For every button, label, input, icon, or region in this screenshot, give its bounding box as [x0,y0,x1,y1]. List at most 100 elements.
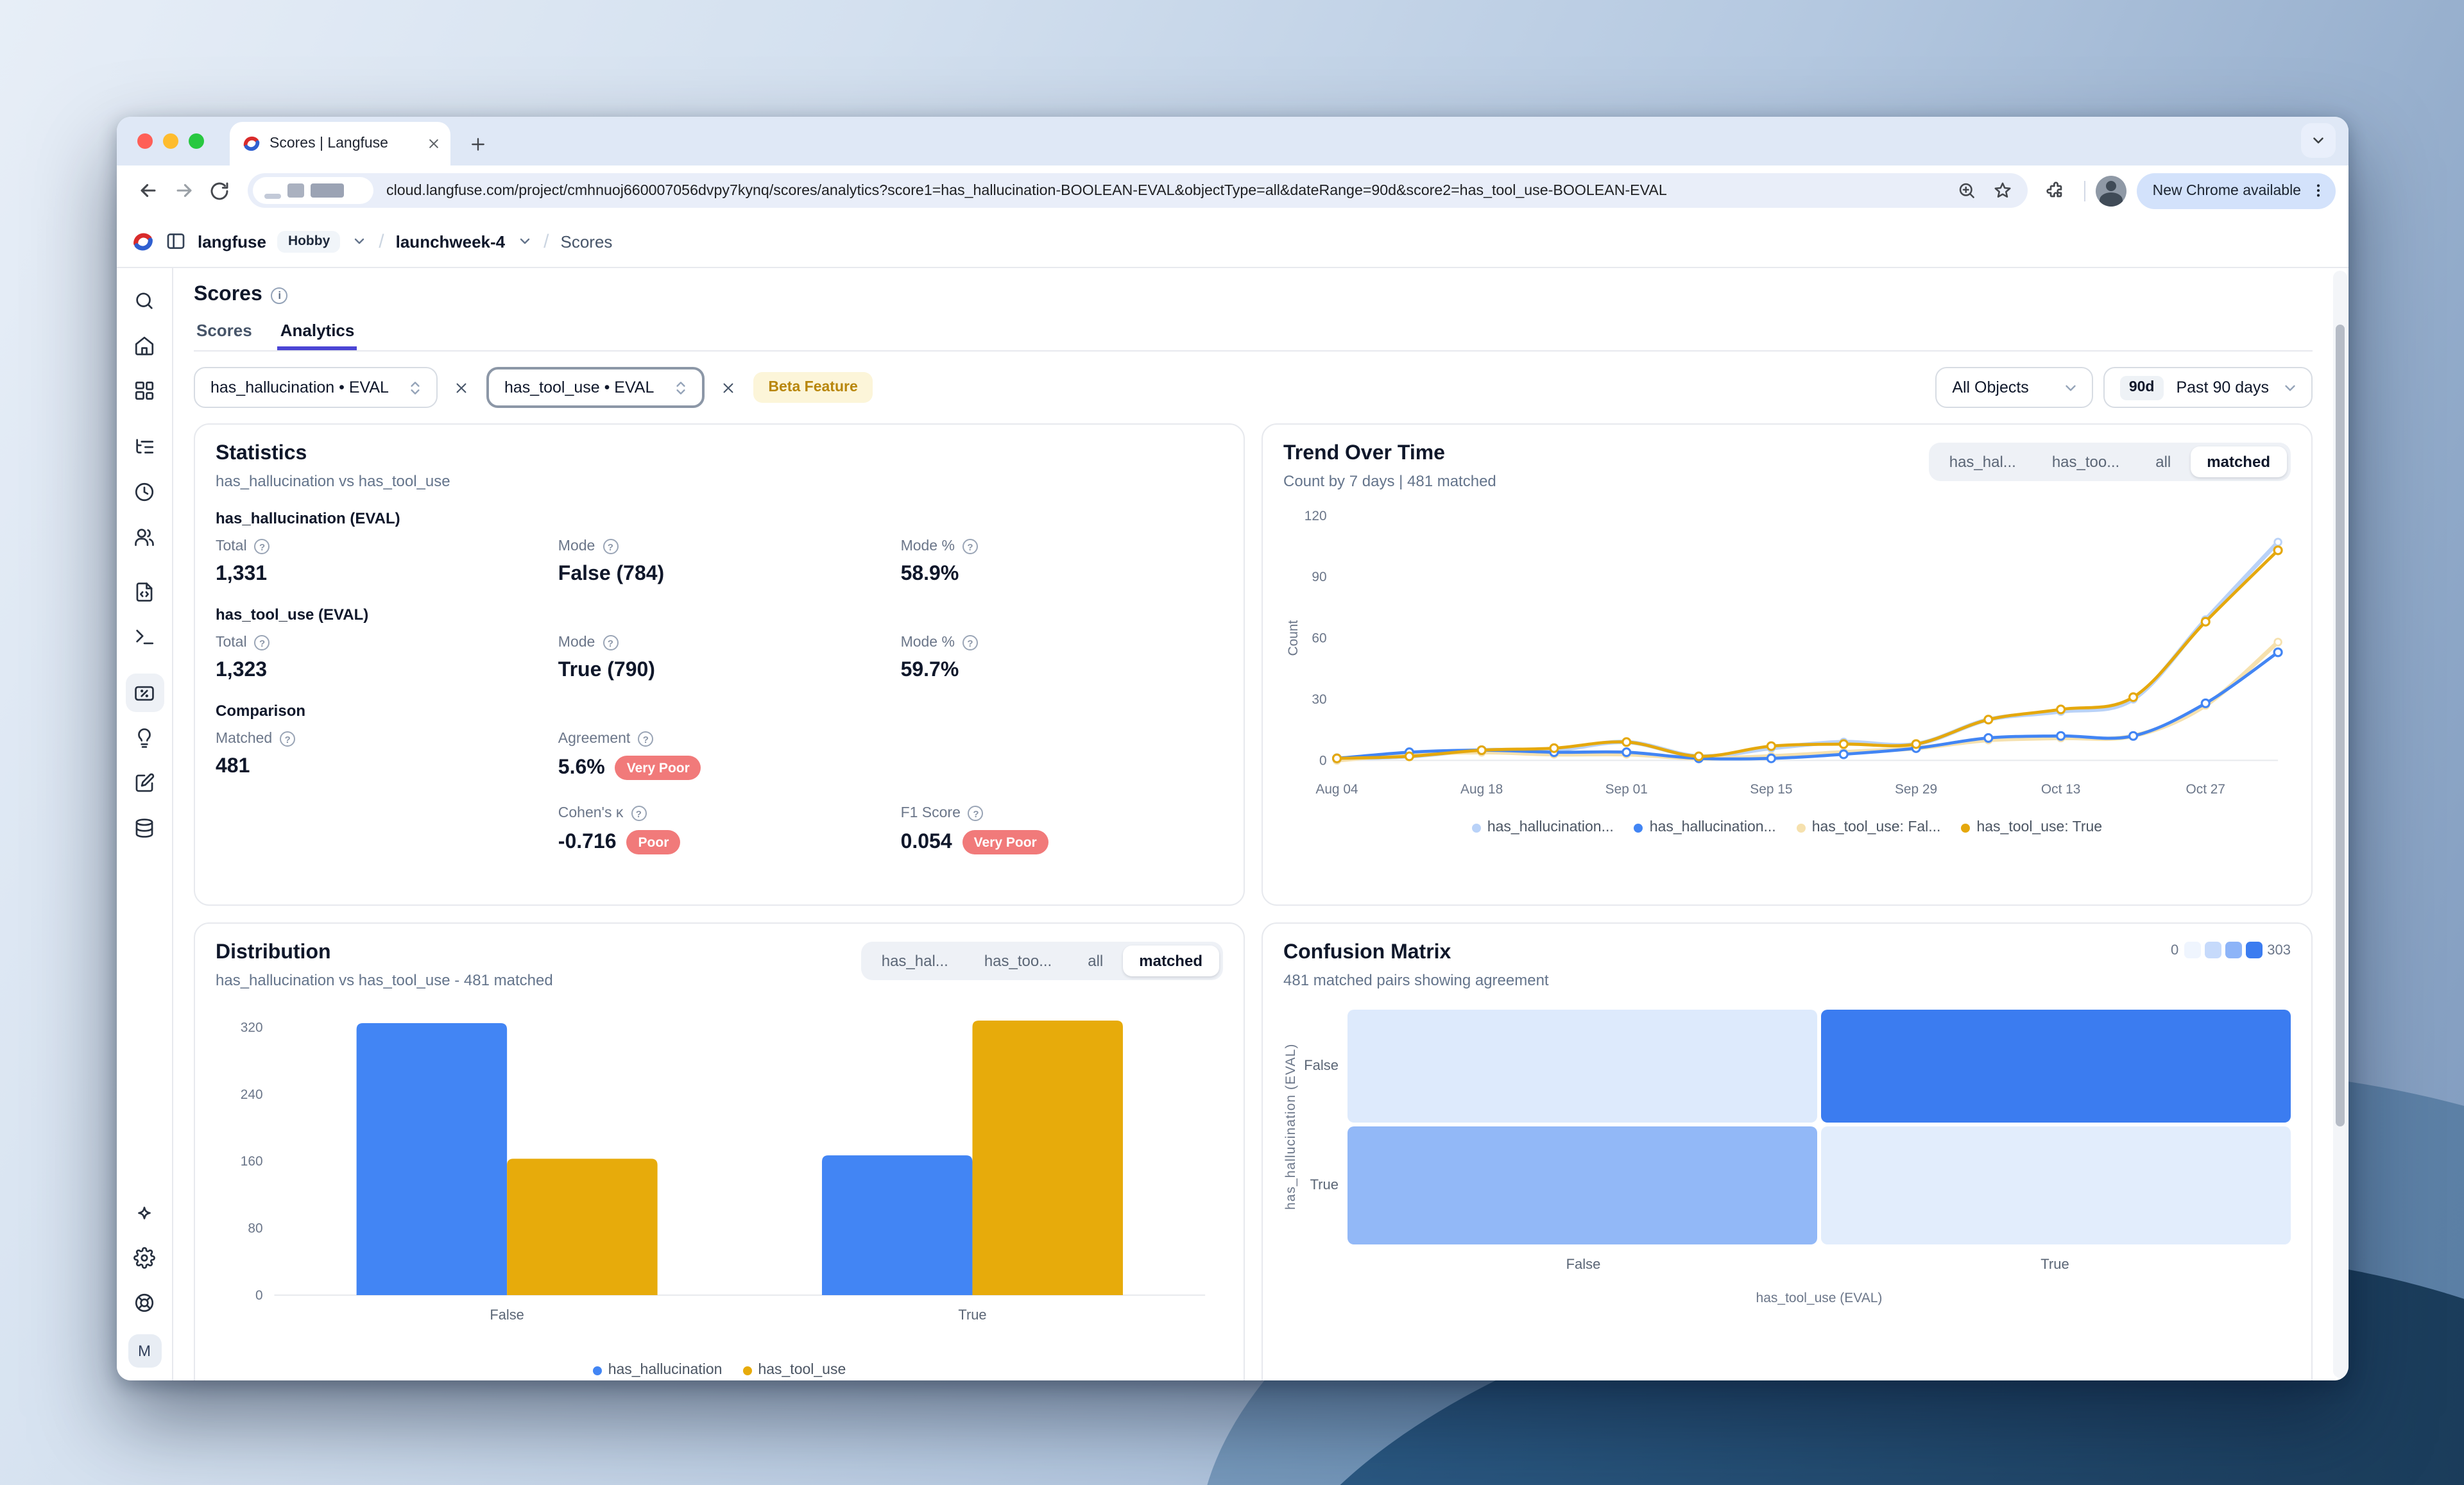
page-scrollbar[interactable] [2333,271,2347,1378]
distribution-legend: has_hallucination has_tool_use [216,1363,1223,1379]
remove-score1-icon[interactable] [448,373,476,402]
kebab-menu-icon[interactable] [2310,182,2327,199]
profile-avatar[interactable] [2096,175,2127,206]
info-icon[interactable]: i [271,287,288,303]
browser-tab[interactable]: Scores | Langfuse [230,122,450,165]
legend-item: has_tool_use: True [1961,820,2102,836]
view-tab-has-too-[interactable]: has_too... [968,946,1068,976]
view-tab-has-hal-[interactable]: has_hal... [1933,446,2033,477]
help-icon[interactable]: ? [254,539,270,554]
whats-new-sparkle-icon[interactable] [125,1194,164,1232]
user-avatar[interactable]: M [128,1334,161,1368]
playground-terminal-icon[interactable] [125,618,164,656]
svg-text:Sep 15: Sep 15 [1750,782,1792,797]
tab-analytics[interactable]: Analytics [278,321,357,350]
url-bar[interactable]: cloud.langfuse.com/project/cmhnuoj660007… [248,173,2028,208]
search-icon[interactable] [125,282,164,320]
chrome-update-pill[interactable]: New Chrome available [2137,173,2336,208]
scale-swatch [2245,942,2263,958]
support-lifebuoy-icon[interactable] [125,1284,164,1322]
sidebar-toggle-icon[interactable] [166,231,186,251]
help-icon[interactable]: ? [968,806,984,821]
back-button[interactable] [130,173,166,208]
stat-section-heading: Comparison [216,702,306,720]
help-icon[interactable]: ? [603,539,619,554]
confusion-cell-true-false[interactable] [1348,1126,1817,1244]
confusion-cell-true-true[interactable] [1821,1126,2291,1244]
view-tab-has-hal-[interactable]: has_hal... [865,946,965,976]
tab-close-icon[interactable] [427,137,440,150]
confusion-matrix-grid[interactable] [1348,1010,2291,1244]
prompts-file-icon[interactable] [125,573,164,611]
score1-select[interactable]: has_hallucination • EVAL [194,367,438,408]
filter-row: has_hallucination • EVAL has_tool_use • … [194,367,2313,408]
object-type-select[interactable]: All Objects [1935,367,2093,408]
project-name[interactable]: launchweek-4 [395,232,506,251]
trend-line-chart[interactable]: 0 30 60 90 120 Count Aug 04 Aug 18 Sep 01 Sep 15 S… [1283,500,2291,810]
help-icon[interactable]: ? [254,635,270,650]
breadcrumb-separator: / [543,230,549,252]
evals-lightbulb-icon[interactable] [125,718,164,757]
view-tab-has-too-[interactable]: has_too... [2035,446,2136,477]
datasets-database-icon[interactable] [125,808,164,847]
new-tab-button[interactable] [461,127,494,160]
svg-text:60: 60 [1312,631,1326,646]
svg-text:320: 320 [241,1020,263,1035]
org-name[interactable]: langfuse [198,232,266,251]
home-icon[interactable] [125,327,164,365]
remove-score2-icon[interactable] [714,373,742,402]
minimize-window-button[interactable] [163,133,178,149]
zoom-page-icon[interactable] [1958,181,1977,200]
svg-text:Sep 29: Sep 29 [1895,782,1937,797]
confusion-cell-false-true[interactable] [1821,1010,2291,1123]
distribution-view-tabs: has_hal... has_too... all matched [860,942,1223,980]
settings-gear-icon[interactable] [125,1239,164,1277]
metric-matched: Matched? 481 [216,731,558,780]
tab-scores[interactable]: Scores [196,321,252,340]
date-range-short-chip: 90d [2119,375,2164,400]
reload-button[interactable] [201,173,237,208]
site-info-chip[interactable] [253,177,373,204]
org-chevron-icon[interactable] [352,233,367,249]
scores-percent-icon[interactable] [125,674,164,712]
confusion-cell-false-false[interactable] [1348,1010,1817,1123]
svg-text:Aug 04: Aug 04 [1315,782,1358,797]
help-icon[interactable]: ? [962,539,978,554]
breadcrumb-section: Scores [560,232,613,251]
forward-button[interactable] [166,173,201,208]
sessions-clock-icon[interactable] [125,472,164,511]
close-window-button[interactable] [137,133,153,149]
project-chevron-icon[interactable] [517,233,532,249]
chrome-update-label: New Chrome available [2152,183,2301,198]
view-tab-all[interactable]: all [1071,946,1120,976]
tracing-icon[interactable] [125,427,164,466]
distribution-bar-chart[interactable]: 0 80 160 240 320 False True [216,999,1223,1353]
help-icon[interactable]: ? [638,731,654,747]
help-icon[interactable]: ? [280,731,296,747]
url-text[interactable]: cloud.langfuse.com/project/cmhnuoj660007… [386,182,1667,199]
dashboards-icon[interactable] [125,371,164,410]
zoom-window-button[interactable] [189,133,204,149]
extensions-puzzle-icon[interactable] [2039,173,2075,208]
view-tab-matched[interactable]: matched [2190,446,2287,477]
tab-title: Scores | Langfuse [270,136,388,151]
users-icon[interactable] [125,517,164,556]
date-range-select[interactable]: 90d Past 90 days [2103,367,2313,408]
legend-item: has_tool_use [742,1363,846,1379]
confusion-row-label: False [1304,1058,1339,1074]
bookmark-star-icon[interactable] [1994,181,2013,200]
object-type-value: All Objects [1952,378,2029,396]
browser-toolbar: cloud.langfuse.com/project/cmhnuoj660007… [117,165,2348,216]
help-icon[interactable]: ? [603,635,619,650]
scrollbar-thumb[interactable] [2336,325,2345,1126]
view-tab-matched[interactable]: matched [1122,946,1219,976]
tab-overflow-chevron-icon[interactable] [2301,123,2336,158]
help-icon[interactable]: ? [962,635,978,650]
view-tab-all[interactable]: all [2139,446,2187,477]
annotation-pen-icon[interactable] [125,763,164,802]
help-icon[interactable]: ? [631,806,647,821]
svg-text:80: 80 [248,1221,262,1236]
legend-dot-icon [1634,823,1643,833]
score2-select[interactable]: has_tool_use • EVAL [486,367,705,408]
